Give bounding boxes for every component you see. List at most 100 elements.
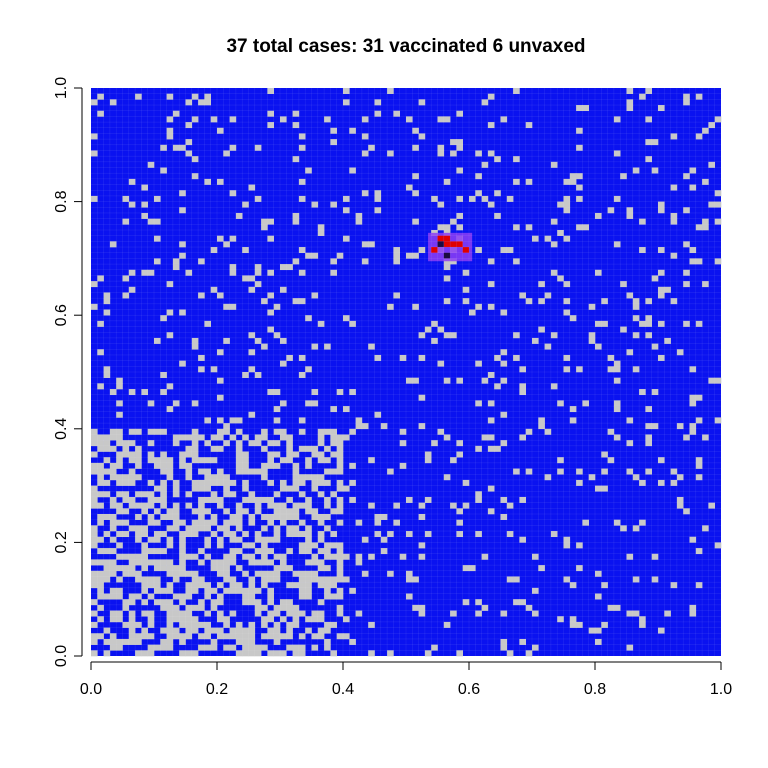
unvaccinated-cell	[550, 332, 558, 339]
unvaccinated-cell	[248, 349, 256, 356]
unvaccinated-cell	[613, 604, 621, 611]
unvaccinated-cell	[298, 479, 306, 486]
unvaccinated-cells	[91, 88, 722, 657]
unvaccinated-cell	[198, 457, 205, 464]
unvaccinated-cell	[387, 570, 394, 577]
unvaccinated-cell	[217, 292, 224, 299]
unvaccinated-cell	[103, 638, 111, 645]
unvaccinated-cell	[374, 519, 382, 526]
unvaccinated-cell	[639, 616, 646, 623]
unvaccinated-cell	[141, 582, 148, 589]
unvaccinated-cell	[324, 565, 331, 572]
unvaccinated-cell	[412, 576, 419, 583]
unvaccinated-cell	[172, 479, 180, 486]
unvaccinated-cell	[191, 485, 199, 492]
unvaccinated-cell	[254, 536, 262, 543]
unvaccinated-cell	[229, 116, 237, 123]
unvaccinated-cell	[223, 337, 230, 344]
unvaccinated-cell	[91, 150, 98, 157]
unvaccinated-cell	[613, 195, 621, 202]
unvaccinated-cell	[418, 394, 426, 401]
unvaccinated-cell	[569, 173, 577, 180]
unvaccinated-cell	[714, 377, 722, 384]
unvaccinated-cell	[154, 337, 161, 344]
unvaccinated-cell	[122, 604, 130, 611]
unvaccinated-cell	[469, 195, 476, 202]
unvaccinated-cell	[204, 627, 211, 634]
unvaccinated-cell	[456, 144, 463, 151]
unvaccinated-cell	[286, 599, 293, 606]
unvaccinated-cell	[210, 247, 218, 254]
unvaccinated-cell	[204, 440, 211, 447]
unvaccinated-cell	[147, 218, 155, 225]
unvaccinated-cell	[393, 258, 400, 265]
unvaccinated-cell	[191, 616, 199, 623]
unvaccinated-cell	[532, 235, 539, 242]
unvaccinated-cell	[204, 610, 211, 617]
unvaccinated-cell	[538, 298, 545, 305]
unvaccinated-cell	[191, 173, 199, 180]
unvaccinated-cell	[324, 468, 331, 475]
unvaccinated-cell	[343, 235, 350, 242]
unvaccinated-cell	[229, 553, 237, 560]
unvaccinated-cell	[166, 133, 174, 140]
unvaccinated-cell	[664, 286, 671, 293]
unvaccinated-cell	[305, 531, 312, 538]
unvaccinated-cell	[506, 650, 514, 657]
unvaccinated-cell	[305, 542, 312, 549]
unvaccinated-cell	[286, 604, 293, 611]
unvaccinated-cell	[317, 599, 325, 606]
unvaccinated-cell	[185, 593, 193, 600]
unvaccinated-cell	[418, 604, 426, 611]
unvaccinated-cell	[292, 485, 300, 492]
unvaccinated-cell	[336, 604, 344, 611]
unvaccinated-cell	[235, 565, 243, 572]
unvaccinated-cell	[626, 349, 634, 356]
unvaccinated-cell	[185, 582, 193, 589]
unvaccinated-cell	[160, 144, 167, 151]
unvaccinated-cell	[280, 400, 287, 407]
unvaccinated-cell	[305, 536, 312, 543]
unvaccinated-cell	[273, 531, 281, 538]
unvaccinated-cell	[91, 468, 98, 475]
unvaccinated-cell	[154, 485, 161, 492]
unvaccinated-cell	[217, 178, 224, 185]
unvaccinated-cell	[254, 144, 262, 151]
unvaccinated-cell	[217, 570, 224, 577]
unvaccinated-cell	[267, 502, 274, 509]
unvaccinated-cell	[273, 621, 281, 628]
unvaccinated-cell	[273, 428, 281, 435]
unvaccinated-cell	[305, 462, 312, 469]
unvaccinated-cell	[261, 428, 268, 435]
unvaccinated-cell	[109, 587, 117, 594]
unvaccinated-cell	[254, 434, 262, 441]
unvaccinated-cell	[179, 559, 186, 566]
unvaccinated-cell	[172, 593, 180, 600]
unvaccinated-cell	[261, 474, 268, 481]
unvaccinated-cell	[292, 156, 300, 163]
unvaccinated-cell	[336, 462, 344, 469]
unvaccinated-cell	[298, 570, 306, 577]
unvaccinated-cell	[109, 514, 117, 520]
unvaccinated-cell	[519, 638, 526, 645]
unvaccinated-cell	[519, 434, 526, 441]
unvaccinated-cell	[292, 508, 300, 515]
unvaccinated-cell	[702, 434, 709, 441]
unvaccinated-cell	[141, 553, 148, 560]
unvaccinated-cell	[683, 207, 690, 214]
unvaccinated-cell	[172, 519, 180, 526]
unvaccinated-cell	[91, 650, 98, 657]
unvaccinated-cell	[456, 167, 463, 174]
unvaccinated-cell	[198, 468, 205, 475]
unvaccinated-cell	[595, 627, 602, 634]
unvaccinated-cell	[185, 150, 193, 157]
unvaccinated-cell	[406, 116, 413, 123]
unvaccinated-cell	[172, 627, 180, 634]
unvaccinated-cell	[330, 127, 337, 134]
unvaccinated-cell	[500, 496, 508, 503]
unvaccinated-cell	[91, 621, 98, 628]
unvaccinated-cell	[160, 479, 167, 486]
unvaccinated-cell	[109, 428, 117, 435]
unvaccinated-cell	[355, 610, 363, 617]
unvaccinated-cell	[217, 417, 224, 424]
